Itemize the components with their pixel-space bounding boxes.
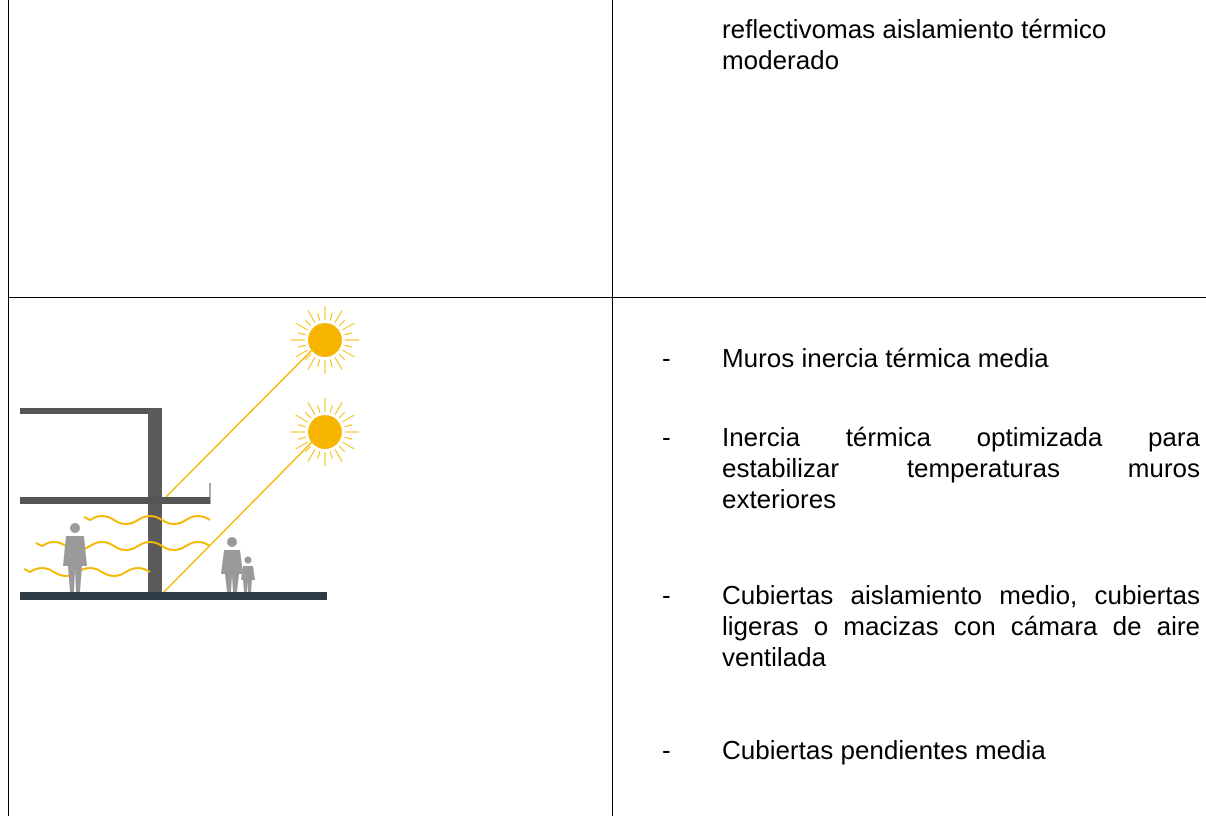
sun-ray xyxy=(317,404,321,413)
slab xyxy=(20,408,162,414)
sun-ray xyxy=(342,414,355,423)
sun-ray xyxy=(338,411,346,419)
sun-ray xyxy=(297,332,306,336)
sun-ray xyxy=(307,357,316,370)
bullet-text: Cubiertas aislamiento medio, cubiertas l… xyxy=(722,580,1200,672)
cell-text: reflectivomas aislamiento térmico modera… xyxy=(722,14,1107,75)
sun-ray xyxy=(334,357,343,370)
sun-ray xyxy=(307,310,316,323)
bullet-text: Muros inercia térmica media xyxy=(722,343,1049,373)
sun-ray-line xyxy=(159,349,313,504)
sun-ray xyxy=(295,322,308,331)
table-border xyxy=(8,297,1206,298)
sun-ray xyxy=(297,436,306,440)
bullet-text: Inercia térmica optimizada para estabili… xyxy=(722,422,1200,514)
sun-ray xyxy=(307,449,316,462)
sun-ray xyxy=(344,424,353,428)
sun-ray xyxy=(295,441,308,450)
sun-ray xyxy=(317,451,321,460)
table-border xyxy=(612,0,613,816)
slab xyxy=(20,497,210,504)
sun xyxy=(308,415,342,449)
air-flow xyxy=(23,515,211,577)
sun-ray xyxy=(304,353,312,361)
sun-ray xyxy=(342,441,355,450)
people xyxy=(63,523,255,592)
floor xyxy=(20,592,327,600)
illustration xyxy=(20,306,359,600)
bullet-text: Cubiertas pendientes media xyxy=(722,735,1046,765)
sun-ray-line xyxy=(159,441,313,597)
sun-ray xyxy=(304,411,312,419)
sun-ray xyxy=(295,414,308,423)
sun-ray xyxy=(329,451,333,460)
sun-ray xyxy=(344,332,353,336)
sun-ray xyxy=(317,312,321,321)
sun-ray xyxy=(334,310,343,323)
sun-rays xyxy=(291,306,359,466)
sun-ray xyxy=(317,359,321,368)
sun-ray xyxy=(304,445,312,453)
sun-ray xyxy=(307,402,316,415)
bullet-marker: - xyxy=(662,422,671,452)
table-border xyxy=(8,0,9,816)
sun-ray xyxy=(334,402,343,415)
bullet-marker: - xyxy=(662,343,671,373)
sun-ray xyxy=(342,322,355,331)
sun-ray xyxy=(329,312,333,321)
sun-ray xyxy=(344,344,353,348)
sun-ray xyxy=(338,319,346,327)
sun-ray xyxy=(297,344,306,348)
sun-ray xyxy=(295,349,308,358)
sun-ray xyxy=(329,404,333,413)
sun-ray xyxy=(304,319,312,327)
bullet-marker: - xyxy=(662,735,671,765)
bullet-marker: - xyxy=(662,580,671,610)
sun-ray xyxy=(344,436,353,440)
sun-ray xyxy=(334,449,343,462)
sun-ray xyxy=(297,424,306,428)
sun-ray xyxy=(342,349,355,358)
sun xyxy=(308,323,342,357)
sun-ray xyxy=(338,445,346,453)
sun-ray xyxy=(338,353,346,361)
sun-ray xyxy=(329,359,333,368)
